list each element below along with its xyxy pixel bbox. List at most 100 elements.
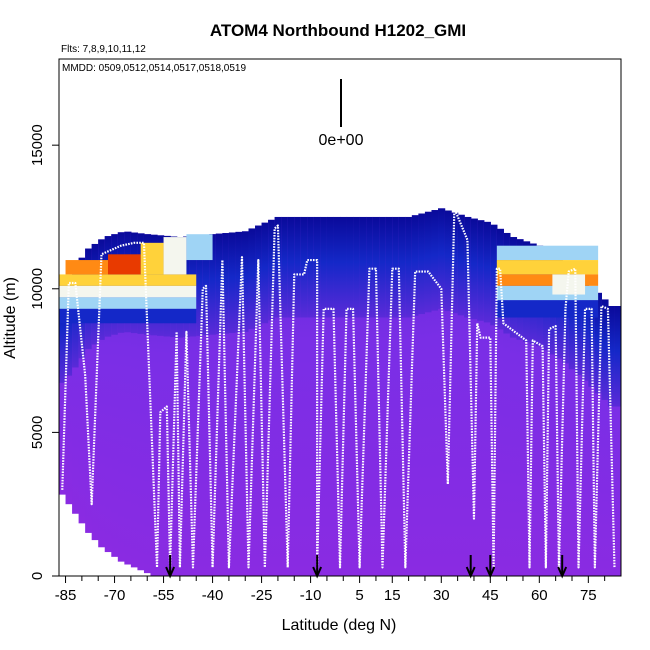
heatmap-column [536, 245, 544, 576]
x-tick-label: 45 [482, 587, 499, 604]
heatmap-column [215, 233, 223, 576]
heatmap-column [522, 241, 531, 576]
heatmap-column [562, 262, 570, 576]
heatmap-upper-cell [287, 216, 295, 318]
heatmap-column [111, 234, 119, 557]
heatmap-column [268, 219, 276, 576]
x-tick-label: -40 [202, 587, 224, 604]
heatmap-column [294, 216, 302, 576]
heatmap-upper-cell [235, 231, 243, 333]
heatmap-column [287, 216, 295, 576]
heatmap-upper-cell [451, 212, 459, 314]
heatmap-column [333, 216, 341, 576]
heatmap-column [431, 210, 439, 576]
heatmap-column [424, 211, 433, 576]
heatmap-column [516, 239, 524, 576]
heatmap-column [601, 299, 609, 576]
heatmap-column [555, 258, 563, 576]
x-tick-label: 30 [433, 587, 450, 604]
heatmap-upper-cell [483, 221, 491, 323]
y-axis: 0 5000 10000 15000 [29, 124, 59, 580]
heatmap-upper-cell [59, 282, 67, 383]
heatmap-upper-cell [594, 292, 602, 394]
heatmap-column [157, 235, 165, 576]
heatmap-column [183, 236, 191, 576]
x-tick-label: -85 [55, 587, 77, 604]
x-axis-label: Latitude (deg N) [282, 617, 397, 634]
heatmap-upper-cell [215, 233, 223, 335]
x-tick-label: -25 [251, 587, 273, 604]
heatmap-column [241, 231, 250, 576]
heatmap-column [503, 232, 511, 576]
heatmap-column [307, 216, 315, 576]
heatmap-upper-cell [398, 216, 406, 318]
heatmap-band-north [496, 300, 599, 318]
heatmap-column [124, 231, 132, 565]
heatmap-cell-pale [163, 237, 187, 275]
heatmap-upper-cell [65, 275, 73, 376]
heatmap-column [117, 232, 125, 562]
y-tick-label: 10000 [29, 268, 46, 310]
heatmap-upper-cell [385, 216, 393, 318]
heatmap-column [320, 216, 328, 576]
heatmap-upper-cell [470, 218, 478, 320]
heatmap-cell-pale-north [552, 274, 586, 295]
heatmap-upper-cell [326, 216, 335, 318]
heatmap-band-north [496, 245, 599, 261]
heatmap-column [411, 215, 420, 576]
heatmap-column [261, 222, 269, 576]
heatmap-column [59, 282, 67, 495]
heatmap-column [78, 257, 86, 524]
heatmap-upper-cell [196, 235, 204, 336]
heatmap-column [490, 224, 498, 576]
heatmap-upper-cell [353, 216, 361, 318]
flight-track-line [61, 207, 616, 569]
heatmap-column [104, 236, 112, 553]
heatmap-column [372, 216, 380, 576]
x-axis: -85 -70 -55 -40 -25 -10 5 15 30 45 60 75 [55, 576, 606, 604]
heatmap-upper-cell [607, 306, 616, 407]
scale-label: 0e+00 [319, 132, 364, 149]
heatmap-upper-cell [372, 216, 380, 318]
heatmap-upper-cell [333, 216, 341, 318]
heatmap-column [326, 216, 335, 576]
heatmap-column [529, 243, 537, 576]
heatmap-column [614, 306, 621, 576]
x-tick-label: 15 [384, 587, 401, 604]
y-axis-label: Altitude (m) [2, 277, 19, 359]
heatmap-upper-cell [209, 234, 217, 335]
heatmap-column [130, 232, 139, 568]
heatmap-column [568, 268, 576, 576]
heatmap-upper-cell [405, 216, 413, 318]
heatmap-column [255, 225, 263, 576]
heatmap-column [65, 275, 73, 505]
heatmap-upper-cell [359, 216, 367, 318]
heatmap-upper-cell [320, 216, 328, 318]
heatmap-upper-cell [261, 222, 269, 324]
heatmap-column [594, 292, 602, 576]
heatmap-upper-cell [431, 210, 439, 311]
heatmap-cell-orange [65, 260, 109, 275]
heatmap-upper-cell [300, 216, 308, 318]
flight-track [61, 207, 616, 569]
heatmap-column [575, 274, 583, 576]
x-tick-label: 60 [531, 587, 548, 604]
heatmap-column [385, 216, 393, 576]
heatmap-band-south [59, 285, 197, 298]
heatmap-upper-cell [411, 215, 420, 316]
heatmap-cell-red [108, 254, 141, 275]
heatmap-cell-yellow [140, 242, 164, 275]
heatmap-column [549, 253, 557, 576]
x-tick-label: 5 [355, 587, 363, 604]
dates-label: MMDD: 0509,0512,0514,0517,0518,0519 [62, 63, 246, 74]
heatmap-column [542, 249, 550, 576]
heatmap-column [248, 228, 256, 576]
heatmap-upper-cell [340, 216, 348, 318]
heatmap-upper-cell [366, 216, 374, 318]
heatmap-column [274, 216, 282, 576]
heatmap-column [143, 234, 152, 574]
plot-frame [58, 58, 622, 577]
heatmap-column [85, 248, 93, 533]
heatmap-column [470, 218, 478, 576]
heatmap-upper-cell [438, 208, 446, 309]
